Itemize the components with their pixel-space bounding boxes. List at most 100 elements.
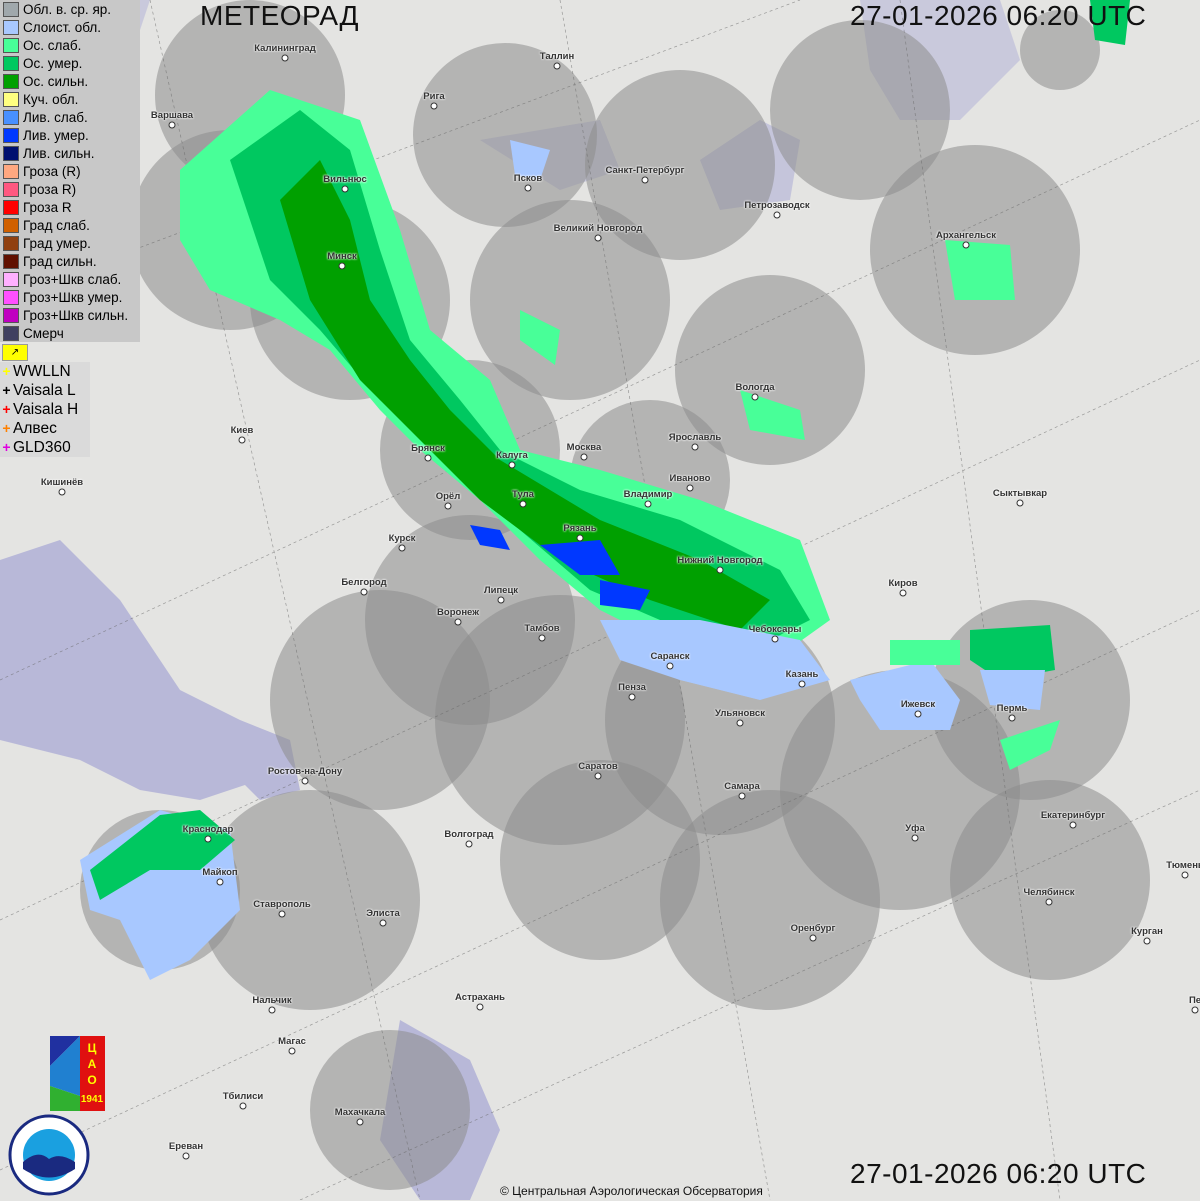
city-label: Пенза: [618, 682, 646, 693]
cross-icon: +: [2, 382, 11, 398]
cross-icon: +: [2, 439, 11, 455]
city-label: Ульяновск: [715, 708, 765, 719]
city-dot-icon: [454, 618, 462, 626]
r-flag-icon[interactable]: ↗: [2, 344, 28, 361]
city-label: Ярославль: [668, 432, 722, 443]
radar-circle: [470, 200, 670, 400]
legend-label: Гроз+Шкв сильн.: [23, 307, 129, 323]
city-dot-icon: [666, 662, 674, 670]
city-label: Казань: [785, 669, 819, 680]
city-dot-icon: [168, 121, 176, 129]
city-dot-icon: [281, 54, 289, 62]
city-label: Рига: [423, 91, 445, 102]
city-label: Псков: [513, 173, 543, 184]
city-dot-icon: [268, 1006, 276, 1014]
city-dot-icon: [524, 184, 532, 192]
legend-swatch: [3, 19, 19, 35]
city-label: Тбилиси: [222, 1091, 264, 1102]
legend-item: Гроза R: [0, 198, 140, 216]
city-dot-icon: [899, 589, 907, 597]
city-label: Майкоп: [202, 867, 238, 878]
legend-label: Град слаб.: [23, 217, 90, 233]
app-title: МЕТЕОРАД: [200, 0, 359, 31]
radar-circle: [413, 43, 597, 227]
legend-item: Град сильн.: [0, 252, 140, 270]
city-dot-icon: [751, 393, 759, 401]
city-label: Астрахань: [455, 992, 505, 1003]
city-dot-icon: [738, 792, 746, 800]
cross-icon: +: [2, 363, 11, 379]
city-dot-icon: [538, 634, 546, 642]
city-dot-icon: [301, 777, 309, 785]
city-dot-icon: [1191, 1006, 1199, 1014]
city-label: Тула: [512, 489, 534, 500]
radar-circle: [660, 790, 880, 1010]
city-label: Москва: [566, 442, 602, 453]
city-label: Воронеж: [437, 607, 479, 618]
city-label: Киров: [888, 578, 918, 589]
city-label: Курган: [1131, 926, 1163, 937]
city-label: Элиста: [366, 908, 400, 919]
svg-text:Ц: Ц: [88, 1041, 97, 1055]
legend-item: Лив. умер.: [0, 126, 140, 144]
city-label: Екатеринбург: [1040, 810, 1106, 821]
legend-swatch: [3, 199, 19, 215]
legend-label: Гроза (R): [23, 163, 81, 179]
legend-label: Град умер.: [23, 235, 91, 251]
lightning-network-item: + WWLLN: [0, 362, 90, 381]
roshydromet-logo: [8, 1114, 90, 1196]
radar-circle: [310, 1030, 470, 1190]
legend-label: Куч. обл.: [23, 91, 79, 107]
city-label: Ростов-на-Дону: [267, 766, 343, 777]
radar-circle: [1020, 10, 1100, 90]
legend-item: Гроза R): [0, 180, 140, 198]
legend-item: Обл. в. ср. яр.: [0, 0, 140, 18]
city-dot-icon: [444, 502, 452, 510]
legend-label: Смерч: [23, 325, 64, 341]
lightning-label: GLD360: [13, 439, 71, 456]
copyright: © Центральная Аэрологическая Обсерватори…: [500, 1184, 763, 1198]
legend-label: Лив. умер.: [23, 127, 89, 143]
city-dot-icon: [798, 680, 806, 688]
city-dot-icon: [1143, 937, 1151, 945]
city-dot-icon: [914, 710, 922, 718]
city-dot-icon: [644, 500, 652, 508]
timestamp-bottom: 27-01-2026 06:20 UTC: [850, 1158, 1147, 1189]
city-dot-icon: [338, 262, 346, 270]
city-dot-icon: [360, 588, 368, 596]
lightning-legend: + WWLLN + Vaisala L + Vaisala H + Алвес + GLD360: [0, 362, 90, 457]
city-dot-icon: [356, 1118, 364, 1126]
city-label: Пермь: [996, 703, 1028, 714]
city-label: Чебоксары: [748, 624, 802, 635]
city-label: Брянск: [411, 443, 445, 454]
city-dot-icon: [398, 544, 406, 552]
legend-swatch: [3, 163, 19, 179]
city-dot-icon: [1008, 714, 1016, 722]
city-dot-icon: [204, 835, 212, 843]
legend-item: Ос. умер.: [0, 54, 140, 72]
city-dot-icon: [962, 241, 970, 249]
cross-icon: +: [2, 420, 11, 436]
city-label: Челябинск: [1023, 887, 1075, 898]
city-dot-icon: [580, 453, 588, 461]
city-label: Сыктывкар: [992, 488, 1048, 499]
legend-label: Гроз+Шкв слаб.: [23, 271, 122, 287]
lightning-network-item: + Vaisala L: [0, 381, 90, 400]
city-dot-icon: [1045, 898, 1053, 906]
legend-item: Гроз+Шкв слаб.: [0, 270, 140, 288]
svg-text:1941: 1941: [81, 1094, 104, 1105]
city-dot-icon: [58, 488, 66, 496]
city-label: Краснодар: [182, 824, 234, 835]
lightning-label: Алвес: [13, 420, 57, 437]
city-label: Вильнюс: [323, 174, 367, 185]
city-label: Самара: [724, 781, 760, 792]
legend-swatch: [3, 1, 19, 17]
legend-swatch: [3, 307, 19, 323]
legend-swatch: [3, 37, 19, 53]
city-dot-icon: [341, 185, 349, 193]
legend-item: Лив. слаб.: [0, 108, 140, 126]
legend-item: Град слаб.: [0, 216, 140, 234]
legend-label: Лив. сильн.: [23, 145, 95, 161]
